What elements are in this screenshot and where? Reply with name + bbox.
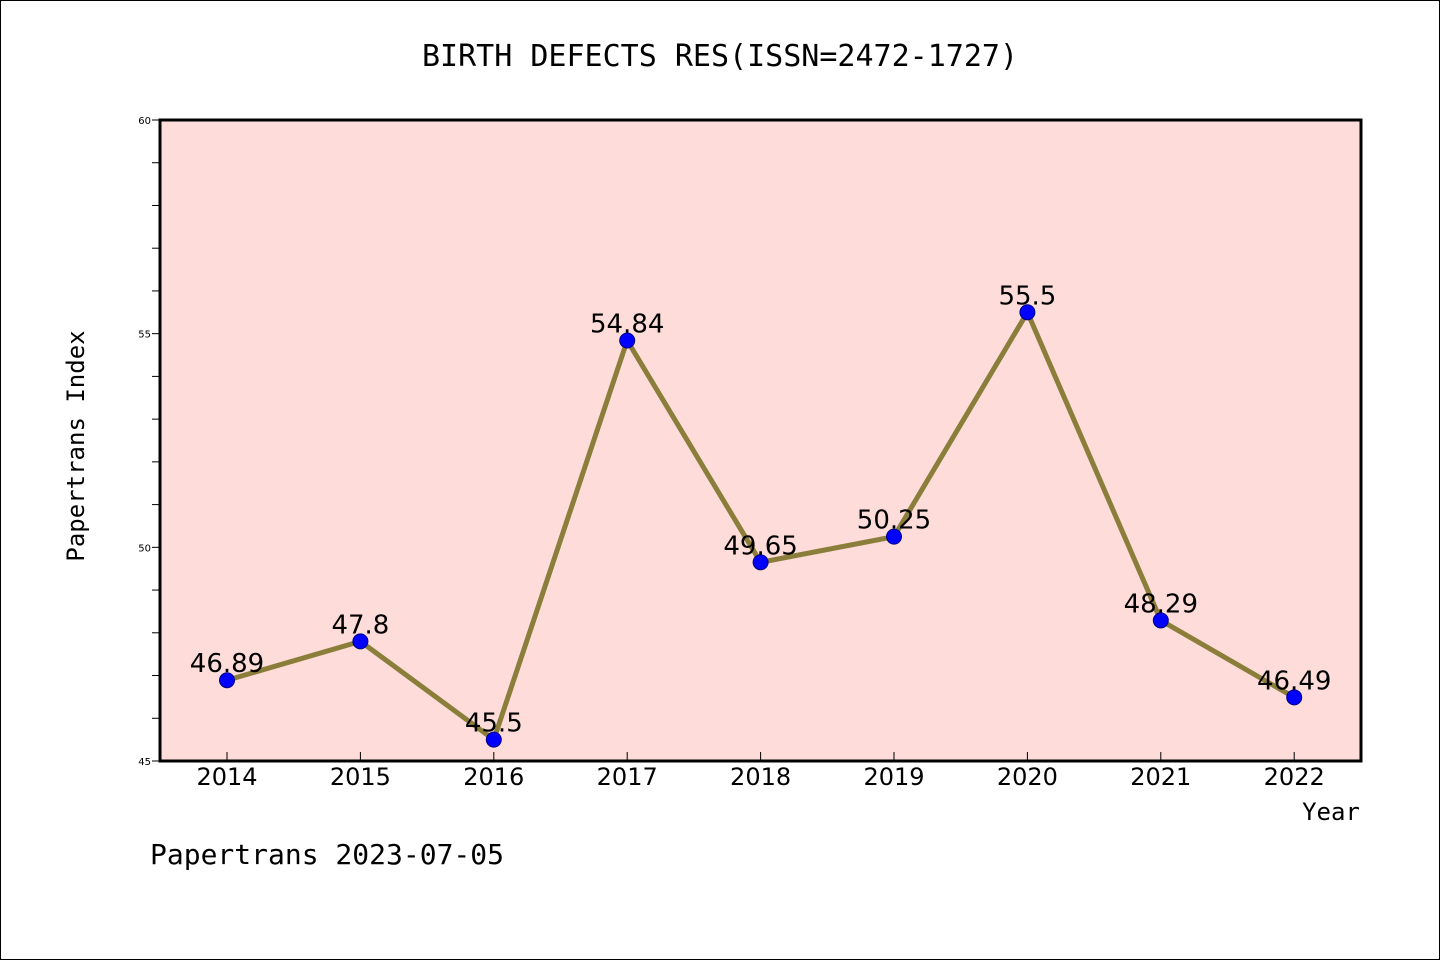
y-axis: 45 50 55 60 bbox=[138, 116, 160, 768]
x-axis: 2014 2015 2016 2017 2018 2019 2020 2021 2022 bbox=[196, 752, 1325, 791]
data-label: 48.29 bbox=[1124, 589, 1198, 619]
data-point bbox=[886, 528, 902, 545]
x-tick-label: 2019 bbox=[863, 763, 924, 791]
data-label: 50.25 bbox=[857, 506, 931, 536]
chart-title: BIRTH DEFECTS RES(ISSN=2472-1727) bbox=[422, 39, 1018, 74]
plot-area bbox=[158, 118, 1363, 763]
x-tick-label: 2020 bbox=[997, 763, 1058, 791]
x-tick-label: 2022 bbox=[1264, 763, 1325, 791]
data-label: 45.5 bbox=[465, 709, 523, 739]
data-label: 55.5 bbox=[998, 281, 1056, 311]
data-label: 46.49 bbox=[1257, 666, 1331, 696]
footer-text: Papertrans 2023-07-05 bbox=[150, 838, 504, 871]
data-point bbox=[1286, 689, 1303, 706]
data-label: 46.89 bbox=[190, 649, 264, 679]
data-label: 54.84 bbox=[590, 310, 664, 340]
x-tick-label: 2018 bbox=[730, 763, 791, 791]
y-tick-label: 45 bbox=[138, 757, 151, 768]
data-point bbox=[352, 633, 369, 650]
x-tick-label: 2014 bbox=[196, 763, 257, 791]
data-label: 49.65 bbox=[723, 531, 797, 561]
data-labels: 46.89 47.8 45.5 54.84 49.65 50.25 55.5 48.29 46.… bbox=[190, 281, 1332, 738]
y-axis-label: Papertrans Index bbox=[62, 330, 90, 561]
data-point bbox=[1019, 304, 1036, 321]
x-tick-label: 2015 bbox=[330, 763, 391, 791]
y-tick-label: 50 bbox=[138, 543, 151, 554]
data-point bbox=[752, 554, 769, 571]
x-tick-label: 2016 bbox=[463, 763, 524, 791]
data-point bbox=[1152, 612, 1169, 629]
data-label: 47.8 bbox=[331, 610, 389, 640]
data-point bbox=[619, 332, 636, 349]
x-tick-label: 2021 bbox=[1130, 763, 1191, 791]
data-point bbox=[485, 731, 502, 748]
series-markers bbox=[219, 304, 1303, 748]
x-tick-label: 2017 bbox=[597, 763, 658, 791]
y-tick-label: 55 bbox=[138, 330, 151, 341]
x-axis-label: Year bbox=[1302, 798, 1360, 826]
data-point bbox=[219, 672, 235, 689]
y-tick-label: 60 bbox=[138, 116, 151, 127]
